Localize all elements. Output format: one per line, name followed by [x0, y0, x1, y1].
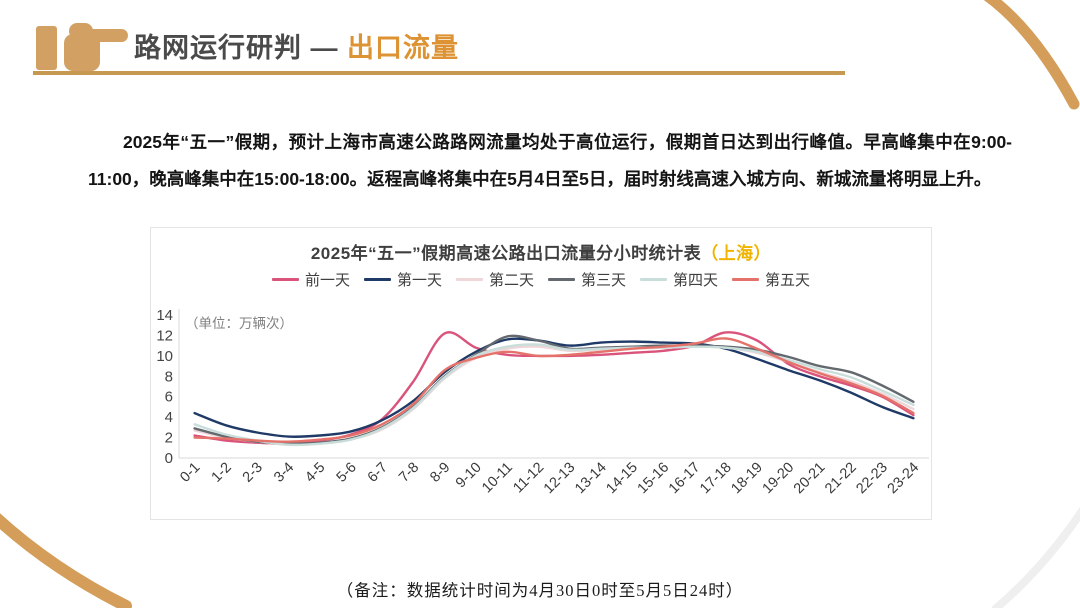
legend-swatch-icon: [640, 278, 668, 281]
series-line-5: [193, 337, 915, 443]
y-tick-label: 12: [156, 327, 173, 344]
x-tick-label: 12-13: [541, 460, 579, 498]
x-tick-label: 4-5: [302, 460, 328, 486]
series-line-1: [193, 337, 915, 438]
x-tick-label: 2-3: [240, 460, 266, 486]
legend-item: 第四天: [640, 269, 718, 290]
chart-card: 2025年“五一”假期高速公路出口流量分小时统计表（上海） 前一天 第一天 第二天 第…: [150, 227, 932, 520]
x-tick-label: 1-2: [209, 460, 235, 486]
legend-swatch-icon: [548, 278, 575, 281]
x-tick-label: 8-9: [427, 460, 453, 486]
legend-label: 第五天: [765, 272, 811, 289]
legend-swatch-icon: [732, 278, 760, 281]
chart-legend: 前一天 第一天 第二天 第三天 第四天 第五天: [151, 269, 931, 290]
page-title: 路网运行研判 — 出口流量: [134, 26, 459, 65]
legend-label: 前一天: [304, 272, 350, 289]
x-tick-label: 18-19: [728, 460, 766, 498]
summary-text: 2025年“五一”假期，预计上海市高速公路路网流量均处于高位运行，假期首日达到出…: [88, 131, 1012, 189]
legend-swatch-icon: [363, 278, 391, 281]
legend-item: 第二天: [455, 269, 534, 290]
x-tick-label: 20-21: [791, 460, 829, 498]
y-tick-label: 14: [156, 307, 173, 324]
x-tick-label: 0-1: [177, 460, 203, 486]
y-tick-label: 10: [156, 348, 173, 365]
x-tick-label: 7-8: [396, 460, 422, 486]
legend-item: 第五天: [732, 269, 810, 290]
legend-label: 第三天: [581, 272, 627, 289]
legend-label: 第一天: [396, 272, 442, 289]
x-tick-label: 3-4: [271, 460, 297, 486]
x-tick-label: 21-22: [822, 460, 860, 498]
y-tick-label: 2: [165, 430, 173, 447]
x-tick-label: 16-17: [666, 460, 704, 498]
x-tick-label: 11-12: [510, 460, 547, 497]
chart-title-text: 2025年“五一”假期高速公路出口流量分小时统计表: [310, 244, 702, 263]
y-tick-label: 0: [165, 450, 173, 467]
series-line-4: [193, 343, 915, 447]
y-tick-label: 6: [165, 389, 173, 406]
x-tick-label: 17-18: [697, 460, 735, 498]
x-tick-label: 13-14: [572, 460, 610, 498]
legend-item: 第一天: [363, 269, 442, 290]
chart-title: 2025年“五一”假期高速公路出口流量分小时统计表（上海）: [151, 239, 931, 264]
legend-item: 前一天: [271, 269, 350, 290]
page-title-accent: 出口流量: [347, 33, 460, 63]
x-tick-label: 5-6: [334, 460, 360, 486]
x-tick-label: 15-16: [635, 460, 673, 498]
legend-label: 第四天: [673, 272, 719, 289]
series-line-3: [193, 334, 915, 445]
x-tick-label: 23-24: [885, 460, 923, 498]
chart-title-suffix: （上海）: [701, 244, 772, 263]
y-tick-label: 4: [165, 409, 173, 426]
header-underline: [33, 71, 845, 75]
page-title-main: 路网运行研判 —: [134, 33, 339, 63]
y-tick-label: 8: [165, 368, 173, 385]
x-tick-label: 19-20: [760, 460, 798, 498]
unit-label: （单位：万辆次）: [185, 316, 293, 331]
legend-item: 第三天: [548, 269, 626, 290]
pointing-hand-icon: [36, 23, 128, 71]
legend-label: 第二天: [488, 272, 534, 289]
line-chart-plot: （单位：万辆次） 0 2 4 6 8 10 12 14 0-1 1-2 2-3 3-4 4-5 5-6 6-7…: [156, 307, 929, 498]
x-tick-label: 10-11: [479, 460, 516, 497]
footnote-text: （备注：数据统计时间为4月30日0时至5月5日24时）: [336, 580, 744, 600]
x-tick-label: 6-7: [365, 460, 391, 486]
legend-swatch-icon: [455, 278, 483, 281]
x-tick-label: 14-15: [603, 460, 641, 498]
x-tick-label: 22-23: [853, 460, 891, 498]
corner-arc-top-right-icon: [983, 0, 1080, 110]
legend-swatch-icon: [271, 278, 299, 281]
